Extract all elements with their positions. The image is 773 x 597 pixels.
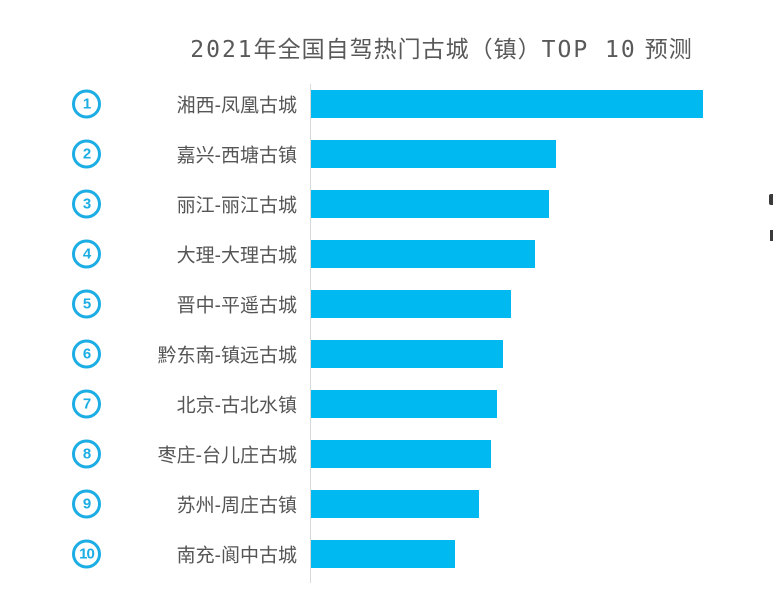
value-bar <box>311 140 556 168</box>
row-label: 北京-古北水镇 <box>176 395 297 417</box>
chart-row-7: 7 北京-古北水镇 <box>0 379 773 429</box>
rank-badge: 8 <box>72 439 101 469</box>
chart-row-9: 9 苏州-周庄古镇 <box>0 479 773 529</box>
rank-number: 6 <box>82 345 91 363</box>
chart-row-1: 1 湘西-凤凰古城 <box>0 79 773 129</box>
chart-row-5: 5 晋中-平遥古城 <box>0 279 773 329</box>
title-year: 2021 <box>190 37 254 63</box>
clipped-text-fragment <box>770 230 773 241</box>
y-axis-line <box>310 84 311 583</box>
rank-number: 2 <box>82 145 91 163</box>
rank-badge: 2 <box>72 139 101 169</box>
value-bar <box>311 190 549 218</box>
value-bar <box>311 490 479 518</box>
rank-number: 9 <box>82 495 91 513</box>
rank-badge: 4 <box>72 239 101 269</box>
rank-badge: 5 <box>72 289 101 319</box>
row-label: 苏州-周庄古镇 <box>176 495 297 517</box>
row-label: 丽江-丽江古城 <box>176 195 297 217</box>
rank-badge: 7 <box>72 389 101 419</box>
value-bar <box>311 240 535 268</box>
row-label: 黔东南-镇远古城 <box>157 345 297 367</box>
row-label: 大理-大理古城 <box>176 245 297 267</box>
row-label: 嘉兴-西塘古镇 <box>176 145 297 167</box>
rank-number: 10 <box>79 545 95 563</box>
chart-row-8: 8 枣庄-台儿庄古城 <box>0 429 773 479</box>
chart-row-4: 4 大理-大理古城 <box>0 229 773 279</box>
value-bar <box>311 390 497 418</box>
rank-number: 3 <box>82 195 91 213</box>
title-middle: 年全国自驾热门古城（镇） <box>253 36 542 62</box>
row-label: 湘西-凤凰古城 <box>176 95 297 117</box>
value-bar <box>311 540 455 568</box>
rank-badge: 6 <box>72 339 101 369</box>
value-bar <box>311 440 491 468</box>
rank-number: 4 <box>82 245 91 263</box>
clipped-text-fragment <box>769 194 773 205</box>
rank-badge: 3 <box>72 189 101 219</box>
rank-number: 8 <box>82 445 91 463</box>
title-suffix: 预测 <box>644 36 693 62</box>
chart-row-6: 6 黔东南-镇远古城 <box>0 329 773 379</box>
rank-number: 5 <box>82 295 91 313</box>
rank-badge: 9 <box>72 489 101 519</box>
rank-badge: 10 <box>72 539 101 569</box>
row-label: 晋中-平遥古城 <box>176 295 297 317</box>
chart-row-2: 2 嘉兴-西塘古镇 <box>0 129 773 179</box>
value-bar <box>311 90 703 118</box>
rank-badge: 1 <box>72 89 101 119</box>
chart-title: 2021年全国自驾热门古城（镇）TOP 10 预测 <box>110 30 773 64</box>
rank-number: 7 <box>82 395 91 413</box>
row-label: 枣庄-台儿庄古城 <box>157 445 297 467</box>
value-bar <box>311 290 511 318</box>
value-bar <box>311 340 503 368</box>
title-top10: TOP 10 <box>541 37 637 63</box>
rank-number: 1 <box>82 95 91 113</box>
chart-row-10: 10 南充-阆中古城 <box>0 529 773 579</box>
chart-row-3: 3 丽江-丽江古城 <box>0 179 773 229</box>
row-label: 南充-阆中古城 <box>176 545 297 567</box>
